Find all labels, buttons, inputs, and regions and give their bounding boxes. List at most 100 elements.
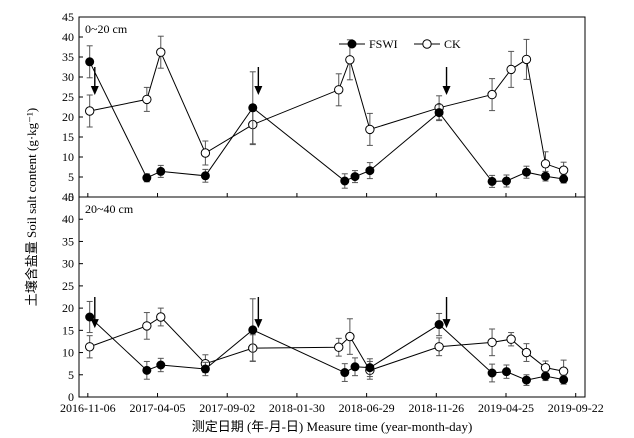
data-point <box>156 360 166 370</box>
data-point <box>365 124 375 135</box>
data-point <box>248 103 258 113</box>
panel-2: 0 5 10 15 20 25 30 35 40 45 20~40 cm <box>62 190 586 404</box>
data-point <box>365 363 375 373</box>
data-point <box>487 337 497 348</box>
series-fswi <box>85 298 569 386</box>
arrow-head <box>254 319 263 329</box>
panel-frame <box>78 16 586 198</box>
series-line <box>89 50 564 171</box>
y-tick-label: 30 <box>62 257 74 271</box>
y-tick-label: 40 <box>62 212 74 226</box>
y-tick-label: 5 <box>68 368 74 382</box>
series-ck <box>84 307 569 383</box>
y-axis-title: 土壤含盐量 Soil salt content (g·kg⁻¹) <box>24 108 39 307</box>
y-tick-label: 15 <box>62 130 74 144</box>
data-point <box>521 54 532 65</box>
legend-label: CK <box>444 37 461 51</box>
y-tick-label: 0 <box>68 390 74 404</box>
data-point <box>558 165 569 175</box>
data-point <box>521 347 532 358</box>
y-tick-label: 35 <box>62 234 74 248</box>
data-point <box>350 172 360 182</box>
panel-label: 20~40 cm <box>85 202 134 216</box>
data-point <box>434 320 444 330</box>
data-point <box>200 171 210 181</box>
data-point <box>559 375 569 385</box>
legend-marker <box>422 39 432 49</box>
series-ck <box>84 35 569 179</box>
data-point <box>501 367 511 377</box>
y-tick-label: 35 <box>62 50 74 64</box>
arrow-head <box>442 319 451 329</box>
y-tick-label: 10 <box>62 150 74 164</box>
arrow-head <box>90 86 99 95</box>
data-point <box>334 85 344 95</box>
data-point <box>434 108 444 118</box>
data-point <box>521 167 531 177</box>
x-tick-label: 2018-06-29 <box>339 401 395 415</box>
data-point <box>434 342 444 352</box>
y-tick-label: 0 <box>68 190 74 204</box>
data-point <box>340 176 350 186</box>
data-point <box>142 94 152 105</box>
legend: FSWI CK <box>339 37 461 51</box>
x-tick-label: 2018-01-30 <box>269 401 325 415</box>
y-tick-label: 30 <box>62 70 74 84</box>
data-point <box>142 321 152 331</box>
x-tick-label: 2019-09-22 <box>548 401 604 415</box>
arrow-head <box>442 86 451 95</box>
data-point <box>156 312 166 322</box>
data-point <box>350 362 360 372</box>
x-tick-label: 2017-04-05 <box>130 401 186 415</box>
panel-frame <box>78 196 586 398</box>
data-point <box>142 173 152 183</box>
data-point <box>85 57 95 67</box>
data-point <box>85 312 95 322</box>
data-point <box>501 176 511 186</box>
data-point <box>521 375 531 385</box>
y-tick-label: 5 <box>68 170 74 184</box>
data-point <box>365 166 375 176</box>
y-tick-label: 25 <box>62 90 74 104</box>
y-tick-label: 45 <box>62 10 74 24</box>
data-point <box>540 362 551 373</box>
data-point <box>345 331 355 342</box>
data-point <box>84 106 95 116</box>
data-point <box>558 366 569 376</box>
data-point <box>156 47 166 57</box>
data-point <box>487 176 497 186</box>
data-point <box>487 89 497 100</box>
y-tick-label: 20 <box>62 301 74 315</box>
legend-marker <box>347 39 357 49</box>
legend-label: FSWI <box>369 37 398 51</box>
data-point <box>506 334 516 344</box>
data-point <box>487 368 497 378</box>
y-tick-label: 10 <box>62 346 74 360</box>
data-point <box>142 365 152 375</box>
data-point <box>340 368 350 378</box>
data-point <box>506 64 516 75</box>
data-point <box>248 325 258 335</box>
y-tick-label: 15 <box>62 323 74 337</box>
data-point <box>200 148 211 158</box>
x-tick-label: 2019-04-25 <box>478 401 534 415</box>
data-point <box>84 342 95 352</box>
data-point <box>200 364 210 374</box>
data-point <box>156 166 166 176</box>
data-point <box>541 371 551 381</box>
data-point <box>559 174 569 184</box>
data-point <box>540 159 551 169</box>
y-tick-label: 45 <box>62 190 74 204</box>
series-fswi <box>85 45 569 189</box>
data-point <box>345 55 355 65</box>
panel-1: 0 5 10 15 20 25 30 35 40 45 0~20 cm <box>62 10 586 204</box>
arrow-head <box>254 86 263 95</box>
x-tick-label: 2018-11-26 <box>409 401 465 415</box>
y-tick-label: 25 <box>62 279 74 293</box>
data-point <box>334 342 344 352</box>
x-tick-label: 2016-11-06 <box>60 401 116 415</box>
y-tick-label: 40 <box>62 30 74 44</box>
data-point <box>541 171 551 181</box>
y-tick-label: 20 <box>62 110 74 124</box>
